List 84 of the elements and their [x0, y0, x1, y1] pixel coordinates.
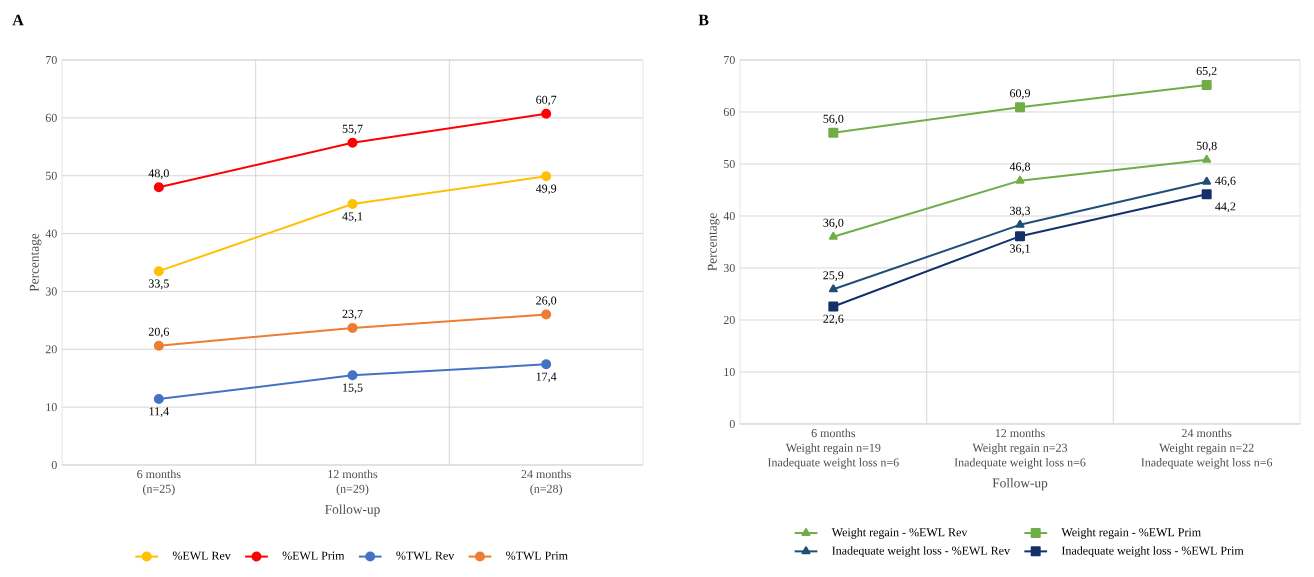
y-tick-label: 20 — [45, 345, 57, 354]
data-label: 22,6 — [823, 314, 844, 325]
point — [1015, 231, 1025, 242]
legend-label: Inadequate weight loss - %EWL Rev — [832, 546, 1011, 558]
y-tick-label: 30 — [723, 263, 735, 273]
point — [541, 171, 552, 182]
point — [828, 127, 839, 138]
point — [153, 182, 164, 193]
x-axis-title: Follow-up — [325, 504, 380, 517]
data-label: 48,0 — [148, 169, 169, 180]
data-label: 20,6 — [148, 327, 169, 338]
data-label: 65,2 — [1196, 66, 1217, 77]
data-label: 55,7 — [342, 124, 363, 135]
point — [828, 284, 838, 293]
point — [541, 309, 552, 320]
x-axis-title: Follow-up — [992, 478, 1048, 491]
y-tick-label: 50 — [723, 159, 735, 169]
x-tick-label: 12 months (n=29) — [328, 469, 378, 496]
data-label: 60,9 — [1010, 89, 1030, 100]
data-label: 11,4 — [149, 407, 169, 418]
legend-label: Weight regain - %EWL Prim — [1061, 527, 1201, 539]
data-label: 17,4 — [536, 372, 557, 383]
data-label: 15,5 — [343, 383, 363, 394]
x-tick-label: 24 months Weight regain n=22 Inadequate weight loss n=6 — [1141, 428, 1273, 469]
data-label: 45,1 — [342, 212, 363, 223]
chart-title: B — [698, 14, 709, 26]
data-label: 50,8 — [1196, 141, 1217, 152]
x-tick-label: 12 months Weight regain n=23 Inadequate weight loss n=6 — [954, 428, 1086, 469]
y-tick-label: 30 — [45, 287, 57, 296]
point — [153, 340, 164, 351]
data-label: 26,0 — [536, 296, 557, 307]
point — [347, 199, 358, 210]
data-label: 33,5 — [148, 279, 169, 290]
y-tick-label: 20 — [723, 315, 735, 325]
x-tick-label: 6 months (n=25) — [137, 469, 181, 496]
y-tick-label: 40 — [723, 211, 735, 221]
data-label: 23,7 — [342, 309, 363, 320]
data-label: 36,0 — [823, 218, 844, 229]
data-label: 38,3 — [1010, 206, 1031, 217]
point — [541, 108, 552, 119]
point — [1015, 102, 1025, 113]
data-label: 36,1 — [1010, 244, 1030, 255]
point — [347, 370, 358, 381]
y-tick-label: 0 — [729, 419, 735, 429]
data-label: 46,6 — [1215, 176, 1236, 187]
point — [828, 231, 838, 240]
y-axis-title: Percentage — [707, 213, 720, 271]
point — [1202, 154, 1212, 163]
point — [153, 266, 164, 277]
data-label: 46,8 — [1009, 162, 1031, 173]
point — [1201, 189, 1212, 200]
y-tick-label: 0 — [51, 460, 57, 470]
y-axis-title: Percentage — [29, 233, 42, 292]
data-label: 56,0 — [823, 114, 844, 125]
y-tick-label: 50 — [45, 171, 57, 180]
legend-label: %EWL Rev — [172, 551, 231, 560]
y-tick-label: 40 — [45, 229, 57, 238]
data-label: 49,9 — [535, 184, 557, 195]
legend-label: %EWL Prim — [282, 551, 345, 560]
y-tick-label: 60 — [45, 113, 57, 122]
data-label: 25,9 — [823, 271, 844, 282]
point — [1202, 176, 1212, 185]
point — [153, 394, 164, 405]
chart-title: A — [12, 14, 24, 26]
y-tick-label: 70 — [46, 55, 57, 65]
point — [347, 137, 358, 148]
x-tick-label: 24 months (n=28) — [521, 469, 571, 496]
legend-label: Inadequate weight loss - %EWL Prim — [1061, 546, 1244, 558]
y-tick-label: 60 — [723, 107, 735, 117]
y-tick-label: 70 — [724, 55, 735, 65]
y-tick-label: 10 — [724, 367, 735, 377]
point — [541, 359, 552, 370]
data-label: 60,7 — [536, 95, 557, 106]
point — [1015, 219, 1025, 228]
point — [1201, 79, 1212, 90]
legend-label: Weight regain - %EWL Rev — [831, 527, 968, 539]
point — [828, 301, 839, 312]
point — [347, 322, 358, 333]
data-label: 44,2 — [1215, 202, 1236, 213]
legend-label: %TWL Prim — [506, 551, 568, 560]
y-tick-label: 10 — [46, 403, 57, 412]
x-tick-label: 6 months Weight regain n=19 Inadequate weight loss n=6 — [767, 428, 899, 469]
point — [1015, 175, 1025, 184]
legend-label: %TWL Rev — [396, 551, 455, 560]
